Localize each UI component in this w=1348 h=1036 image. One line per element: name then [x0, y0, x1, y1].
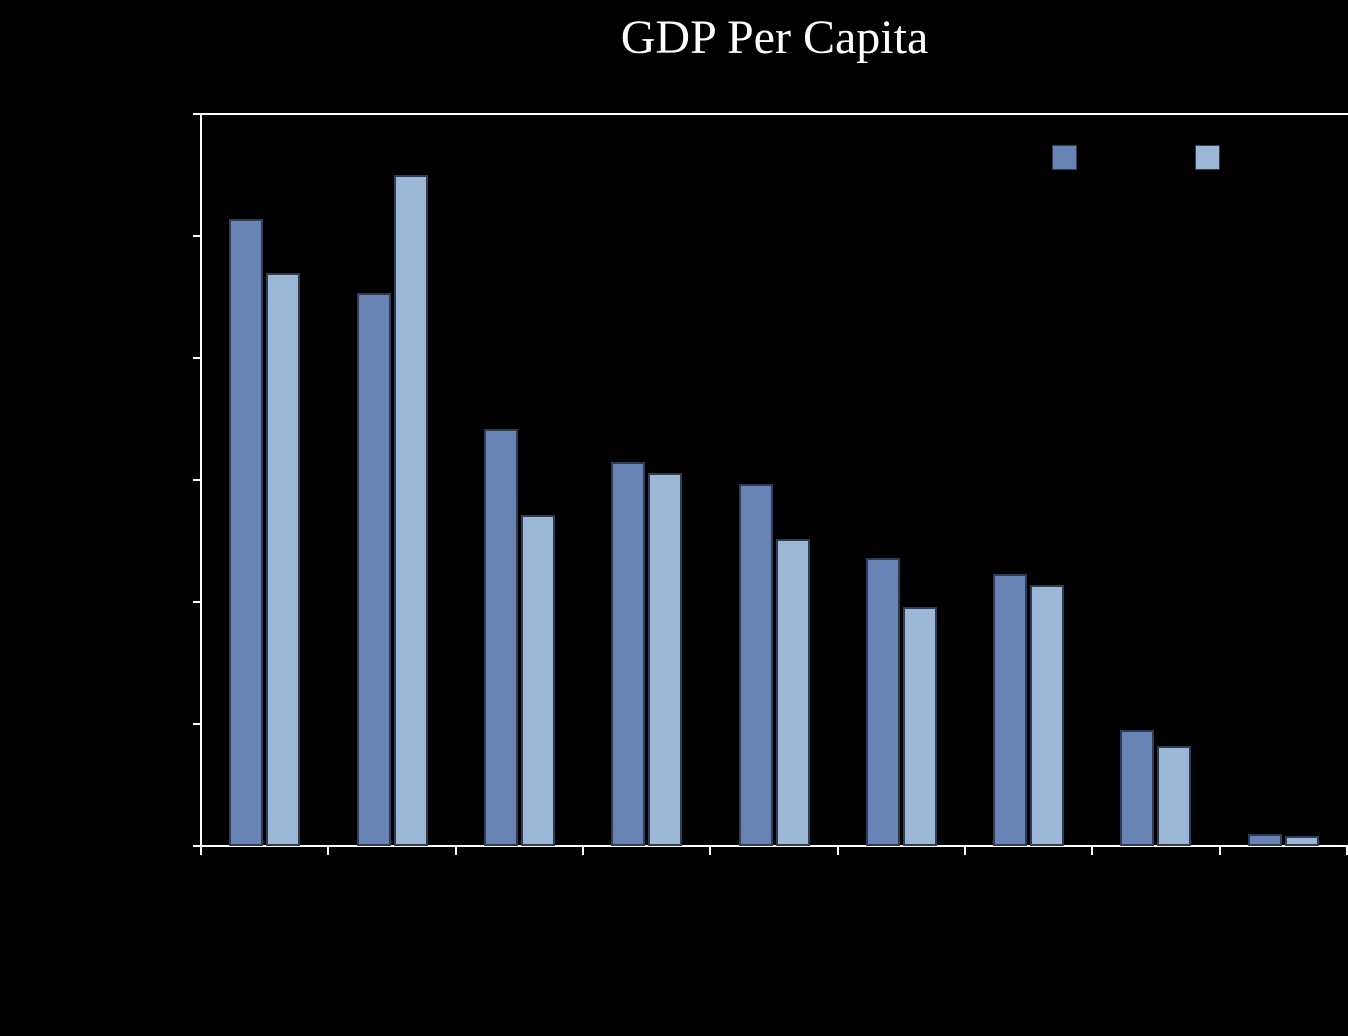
bar-series-1-category-4: [611, 462, 645, 846]
bar-series-1-category-5: [739, 484, 773, 846]
y-tick: [193, 723, 201, 725]
chart-legend: [0, 145, 1348, 170]
x-tick: [709, 847, 711, 855]
x-tick: [1091, 847, 1093, 855]
y-tick: [193, 601, 201, 603]
x-tick: [455, 847, 457, 855]
plot-top-border: [196, 113, 1348, 115]
x-tick: [200, 847, 202, 855]
bar-series-2-category-8: [1157, 746, 1191, 846]
bar-series-2-category-2: [394, 175, 428, 846]
legend-swatch-series-1-icon: [1052, 145, 1077, 170]
y-axis-line: [200, 113, 202, 847]
bar-series-2-category-4: [648, 473, 682, 846]
y-tick: [193, 845, 201, 847]
bar-series-2-category-6: [903, 607, 937, 846]
x-axis-line: [193, 845, 1348, 847]
x-tick: [1346, 847, 1348, 855]
bar-series-1-category-7: [993, 574, 1027, 846]
bar-series-2-category-7: [1030, 585, 1064, 846]
x-tick: [964, 847, 966, 855]
y-tick: [193, 479, 201, 481]
x-tick: [582, 847, 584, 855]
bar-series-1-category-8: [1120, 730, 1154, 846]
legend-swatch-series-2-icon: [1195, 145, 1220, 170]
bar-series-2-category-1: [266, 273, 300, 846]
bar-series-2-category-3: [521, 515, 555, 846]
bar-series-1-category-9: [1248, 834, 1282, 846]
bar-series-1-category-6: [866, 558, 900, 846]
x-tick: [327, 847, 329, 855]
bar-series-2-category-5: [776, 539, 810, 846]
bar-series-1-category-1: [229, 219, 263, 846]
bar-series-2-category-9: [1285, 836, 1319, 846]
bar-series-1-category-3: [484, 429, 518, 846]
y-tick: [193, 357, 201, 359]
y-tick: [193, 113, 201, 115]
chart-title: GDP Per Capita: [620, 11, 929, 64]
x-tick: [837, 847, 839, 855]
bar-series-1-category-2: [357, 293, 391, 846]
x-tick: [1219, 847, 1221, 855]
plot-area: [201, 114, 1347, 846]
y-tick: [193, 235, 201, 237]
